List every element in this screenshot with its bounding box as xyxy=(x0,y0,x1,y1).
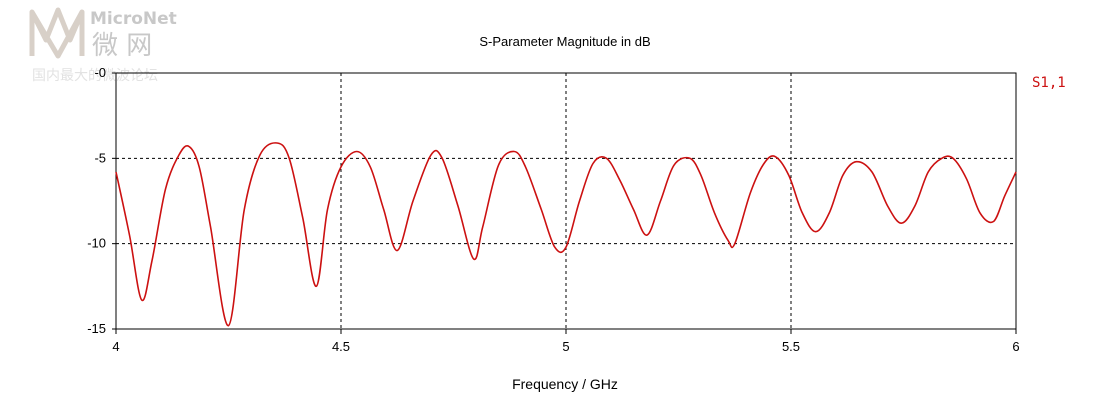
x-tick-label: 5.5 xyxy=(782,339,800,354)
y-tick-label: -10 xyxy=(87,236,106,251)
series-layer xyxy=(115,142,1017,327)
y-tick-label: -15 xyxy=(87,321,106,336)
y-tick-label: -0 xyxy=(94,65,106,80)
y-tick-label: -5 xyxy=(94,150,106,165)
x-tick-label: 5 xyxy=(562,339,569,354)
watermark-logo-icon xyxy=(29,7,85,59)
grid-lines xyxy=(116,73,1016,329)
series-line-s11 xyxy=(115,142,1017,327)
axis-ticks: 4 4.5 5 5.5 6 -0 -5 -10 -15 xyxy=(87,65,1019,354)
legend-entry-s11: S1,1 xyxy=(1032,75,1066,91)
watermark-name: MicroNet xyxy=(90,9,177,29)
x-axis-label: Frequency / GHz xyxy=(512,376,618,392)
chart-title: S-Parameter Magnitude in dB xyxy=(479,34,650,49)
watermark-logo: MicroNet 微 网 国内最大的微波论坛 xyxy=(29,7,177,84)
x-tick-label: 6 xyxy=(1012,339,1019,354)
watermark-name-cn: 微 网 xyxy=(92,31,152,61)
x-tick-label: 4.5 xyxy=(332,339,350,354)
watermark-tagline: 国内最大的微波论坛 xyxy=(32,68,158,84)
x-tick-label: 4 xyxy=(112,339,119,354)
